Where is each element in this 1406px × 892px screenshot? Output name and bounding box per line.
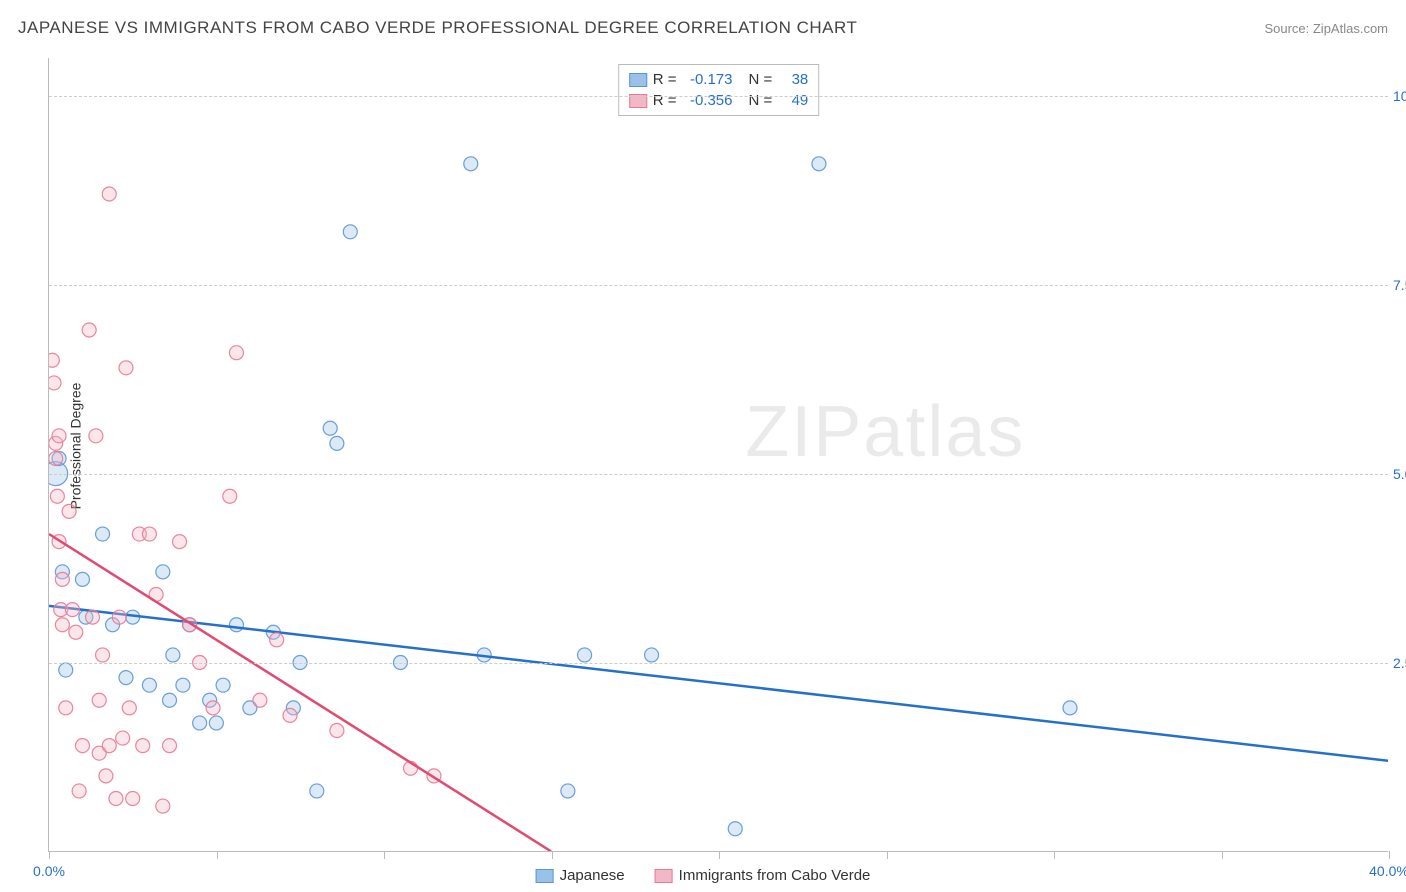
x-tick (49, 851, 50, 859)
data-point (173, 535, 187, 549)
data-point (99, 769, 113, 783)
data-point (166, 648, 180, 662)
data-point (69, 625, 83, 639)
legend-swatch (536, 869, 554, 883)
data-point (116, 731, 130, 745)
y-tick-label: 7.5% (1393, 277, 1406, 293)
legend-item: Japanese (536, 867, 625, 884)
data-point (75, 739, 89, 753)
data-point (75, 572, 89, 586)
data-point (86, 610, 100, 624)
data-point (49, 451, 63, 465)
data-point (253, 693, 267, 707)
data-point (229, 618, 243, 632)
legend-label: Immigrants from Cabo Verde (679, 867, 871, 884)
data-point (163, 739, 177, 753)
data-point (310, 784, 324, 798)
data-point (229, 346, 243, 360)
data-point (206, 701, 220, 715)
y-tick-label: 2.5% (1393, 655, 1406, 671)
data-point (59, 663, 73, 677)
data-point (82, 323, 96, 337)
x-tick (887, 851, 888, 859)
data-point (156, 799, 170, 813)
trend-line (49, 606, 1388, 761)
data-point (645, 648, 659, 662)
chart-header: JAPANESE VS IMMIGRANTS FROM CABO VERDE P… (18, 18, 1388, 38)
data-point (156, 565, 170, 579)
data-point (464, 157, 478, 171)
data-point (812, 157, 826, 171)
x-tick (1389, 851, 1390, 859)
x-tick (384, 851, 385, 859)
scatter-svg (49, 58, 1388, 851)
data-point (1063, 701, 1077, 715)
gridline (49, 663, 1388, 664)
data-point (55, 572, 69, 586)
x-tick-label: 40.0% (1369, 863, 1406, 879)
data-point (65, 603, 79, 617)
x-tick (1222, 851, 1223, 859)
y-tick-label: 5.0% (1393, 466, 1406, 482)
data-point (89, 429, 103, 443)
x-tick-label: 0.0% (33, 863, 65, 879)
data-point (216, 678, 230, 692)
legend-label: Japanese (560, 867, 625, 884)
data-point (96, 648, 110, 662)
data-point (270, 633, 284, 647)
data-point (109, 792, 123, 806)
gridline (49, 96, 1388, 97)
data-point (49, 376, 61, 390)
chart-title: JAPANESE VS IMMIGRANTS FROM CABO VERDE P… (18, 18, 857, 38)
data-point (112, 610, 126, 624)
data-point (223, 489, 237, 503)
data-point (142, 527, 156, 541)
data-point (163, 693, 177, 707)
data-point (55, 618, 69, 632)
data-point (193, 716, 207, 730)
data-point (142, 678, 156, 692)
data-point (96, 527, 110, 541)
data-point (62, 504, 76, 518)
chart-plot-area: ZIPatlas R =-0.173N =38R =-0.356N =49 2.… (48, 58, 1388, 852)
data-point (561, 784, 575, 798)
data-point (728, 822, 742, 836)
data-point (119, 361, 133, 375)
x-tick (1054, 851, 1055, 859)
data-point (49, 353, 59, 367)
chart-source: Source: ZipAtlas.com (1264, 21, 1388, 36)
data-point (92, 693, 106, 707)
series-legend: Japanese Immigrants from Cabo Verde (536, 867, 871, 884)
data-point (122, 701, 136, 715)
data-point (50, 489, 64, 503)
data-point (119, 671, 133, 685)
legend-item: Immigrants from Cabo Verde (655, 867, 871, 884)
gridline (49, 474, 1388, 475)
data-point (323, 421, 337, 435)
data-point (578, 648, 592, 662)
data-point (176, 678, 190, 692)
data-point (136, 739, 150, 753)
trend-line (49, 534, 551, 851)
data-point (343, 225, 357, 239)
data-point (102, 187, 116, 201)
legend-swatch (655, 869, 673, 883)
x-tick (217, 851, 218, 859)
data-point (102, 739, 116, 753)
data-point (52, 429, 66, 443)
data-point (209, 716, 223, 730)
data-point (283, 708, 297, 722)
x-tick (552, 851, 553, 859)
gridline (49, 285, 1388, 286)
data-point (59, 701, 73, 715)
y-tick-label: 10.0% (1393, 88, 1406, 104)
x-tick (719, 851, 720, 859)
data-point (330, 436, 344, 450)
data-point (72, 784, 86, 798)
data-point (126, 792, 140, 806)
data-point (330, 724, 344, 738)
